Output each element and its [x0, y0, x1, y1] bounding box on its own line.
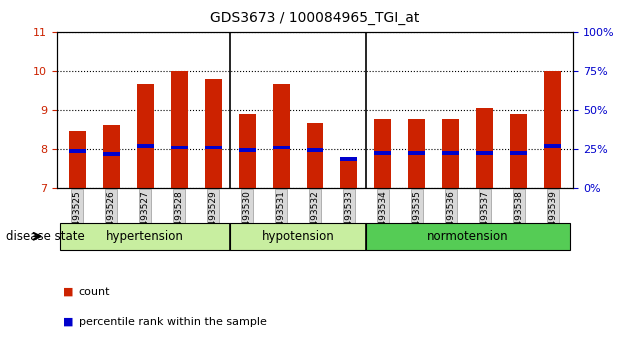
Bar: [103, 125, 120, 188]
Bar: [442, 152, 459, 155]
Bar: [307, 148, 323, 152]
Bar: [340, 159, 357, 188]
Bar: [205, 145, 222, 149]
Bar: [239, 148, 256, 152]
Text: disease state: disease state: [6, 230, 85, 243]
Bar: [273, 84, 290, 188]
Bar: [273, 145, 290, 149]
Bar: [239, 114, 256, 188]
Text: percentile rank within the sample: percentile rank within the sample: [79, 317, 266, 327]
Text: normotension: normotension: [427, 230, 509, 243]
Text: hypertension: hypertension: [106, 230, 184, 243]
Bar: [476, 108, 493, 188]
Bar: [544, 71, 561, 188]
Bar: [544, 144, 561, 148]
Bar: [137, 144, 154, 148]
Bar: [205, 79, 222, 188]
Bar: [374, 120, 391, 188]
Bar: [171, 71, 188, 188]
Bar: [442, 120, 459, 188]
Text: hypotension: hypotension: [261, 230, 335, 243]
Bar: [408, 120, 425, 188]
Bar: [137, 84, 154, 188]
Bar: [69, 149, 86, 153]
Bar: [366, 223, 570, 250]
Bar: [171, 145, 188, 149]
Bar: [307, 124, 323, 188]
Text: GDS3673 / 100084965_TGI_at: GDS3673 / 100084965_TGI_at: [210, 11, 420, 25]
Bar: [476, 151, 493, 154]
Bar: [374, 152, 391, 155]
Text: count: count: [79, 287, 110, 297]
Bar: [408, 152, 425, 155]
Bar: [69, 131, 86, 188]
Bar: [340, 157, 357, 161]
Text: ■: ■: [63, 287, 74, 297]
Bar: [230, 223, 366, 250]
Bar: [60, 223, 230, 250]
Bar: [510, 114, 527, 188]
Bar: [510, 152, 527, 155]
Bar: [103, 152, 120, 156]
Text: ■: ■: [63, 317, 74, 327]
